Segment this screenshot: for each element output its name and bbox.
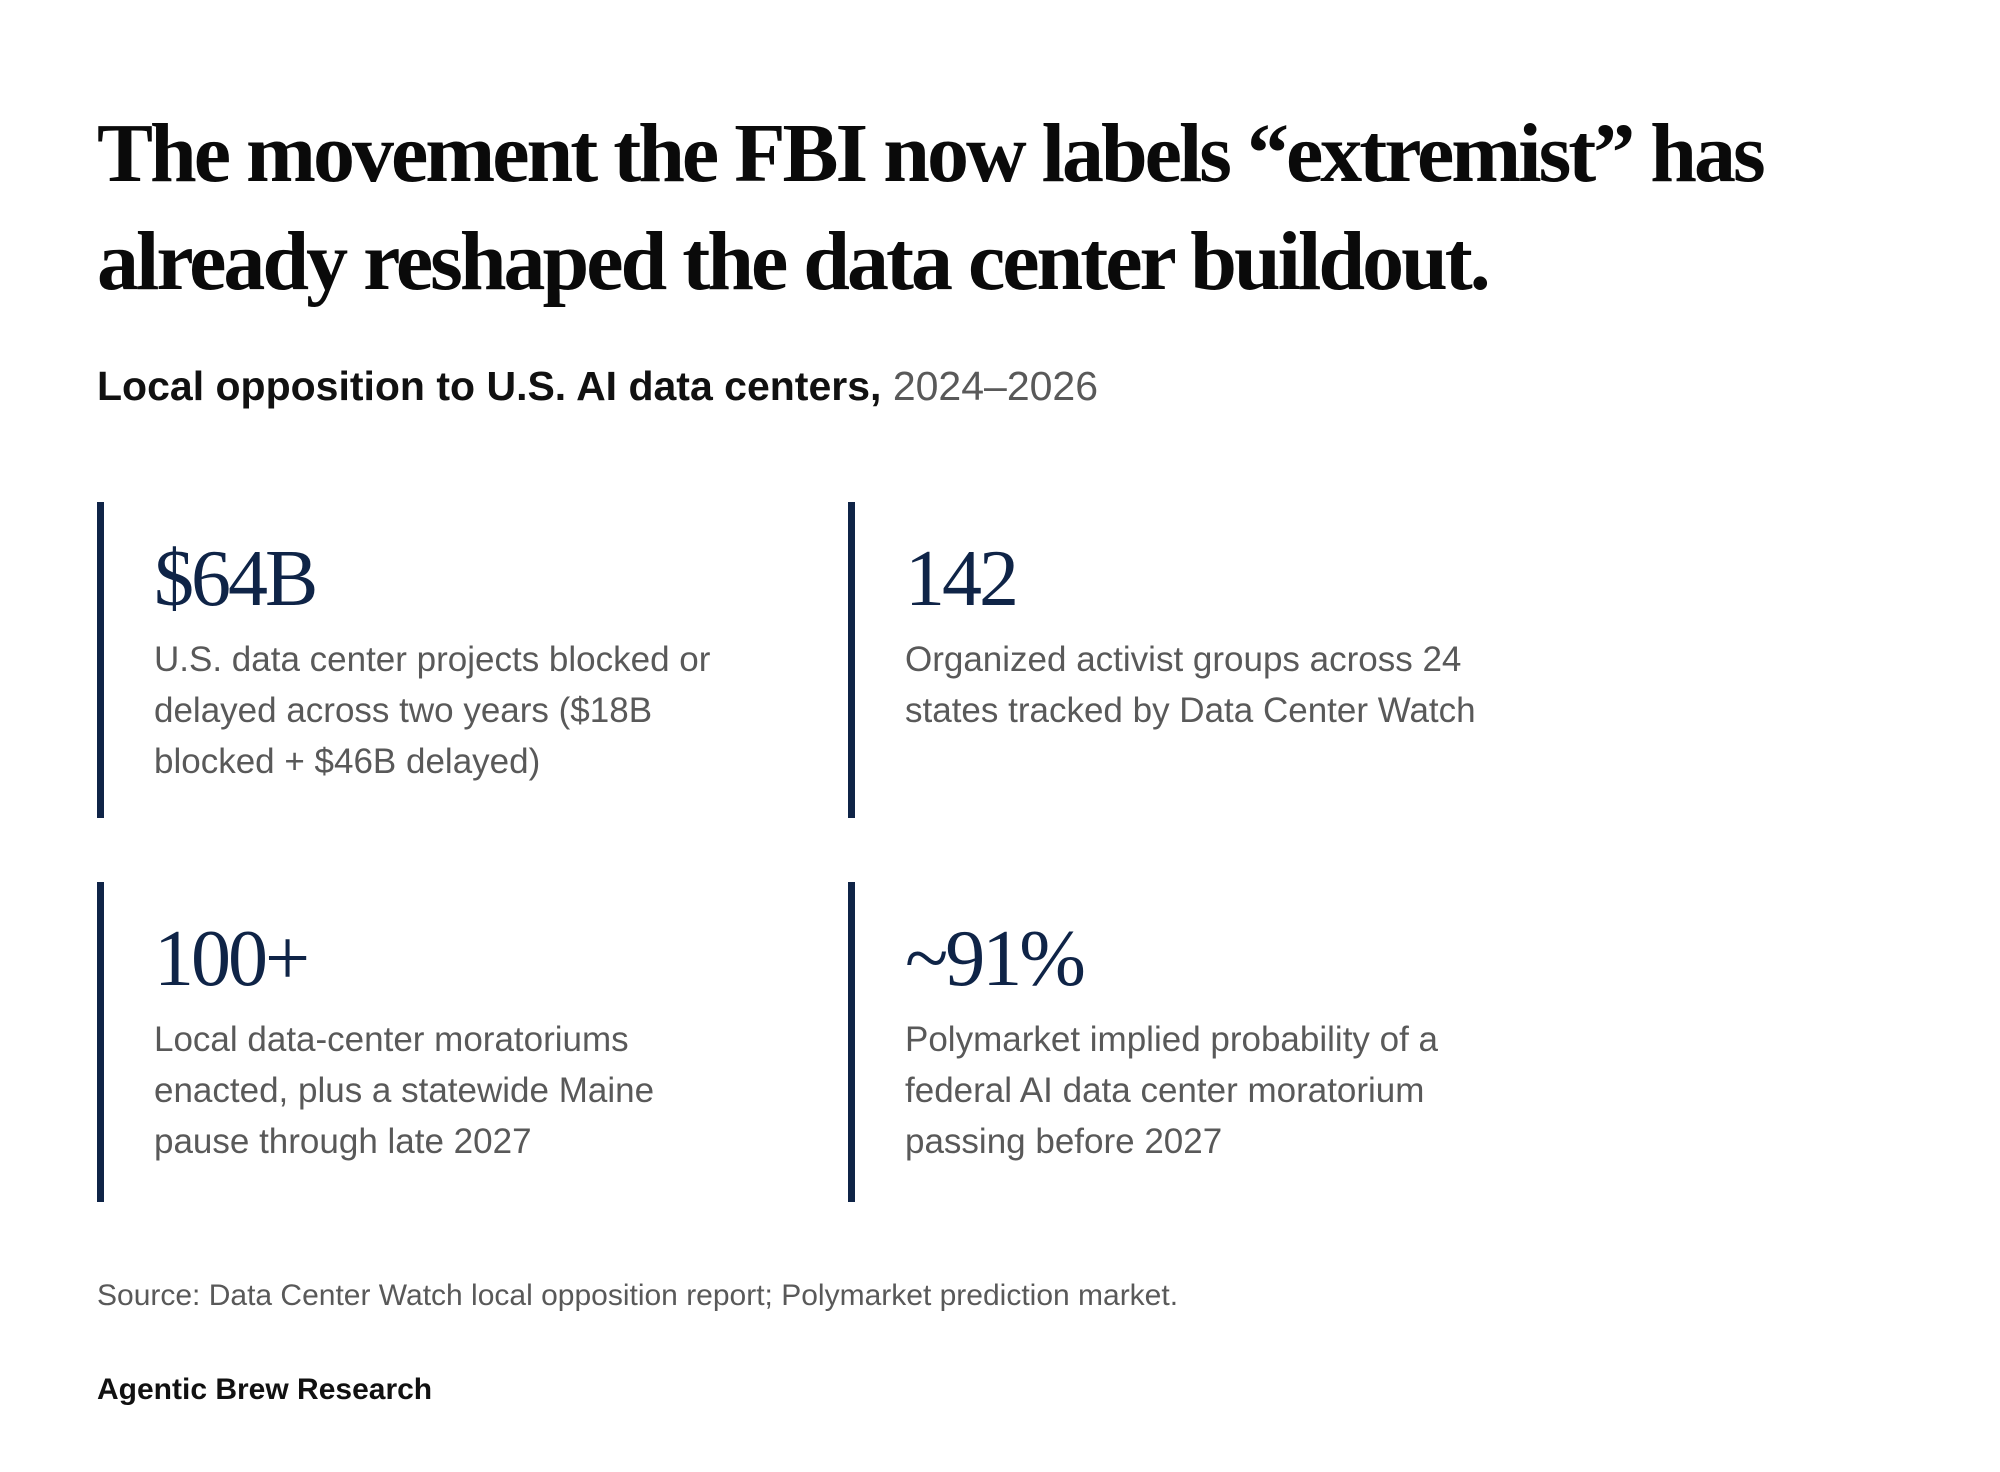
stat-value: 100+	[154, 915, 310, 1003]
subhead-title: Local opposition to U.S. AI data centers…	[97, 363, 882, 409]
stat-value: $64B	[154, 535, 318, 623]
subhead-years: 2024–2026	[892, 363, 1099, 409]
stat-description: U.S. data center projects blocked or del…	[154, 640, 711, 781]
stat-card-blocked-investment: $64B U.S. data center projects blocked o…	[97, 502, 737, 818]
infographic-page: The movement the FBI now labels “extremi…	[97, 0, 1917, 1472]
source-note: Source: Data Center Watch local oppositi…	[97, 1279, 1179, 1312]
stat-description: Polymarket implied probability of a fede…	[905, 1020, 1439, 1161]
stats-grid: $64B U.S. data center projects blocked o…	[97, 502, 1597, 1202]
subhead: Local opposition to U.S. AI data centers…	[97, 358, 1098, 414]
stat-description: Local data-center moratoriums enacted, p…	[154, 1020, 655, 1161]
stat-card-polymarket-probability: ~91% Polymarket implied probability of a…	[848, 882, 1488, 1202]
stat-value: 142	[905, 535, 1019, 623]
stat-value: ~91%	[905, 915, 1086, 1003]
stat-description: Organized activist groups across 24 stat…	[905, 640, 1476, 730]
stat-card-activist-groups: 142 Organized activist groups across 24 …	[848, 502, 1488, 818]
brand-credit: Agentic Brew Research	[97, 1373, 433, 1406]
stat-card-moratoriums: 100+ Local data-center moratoriums enact…	[97, 882, 737, 1202]
headline: The movement the FBI now labels “extremi…	[97, 107, 1766, 308]
